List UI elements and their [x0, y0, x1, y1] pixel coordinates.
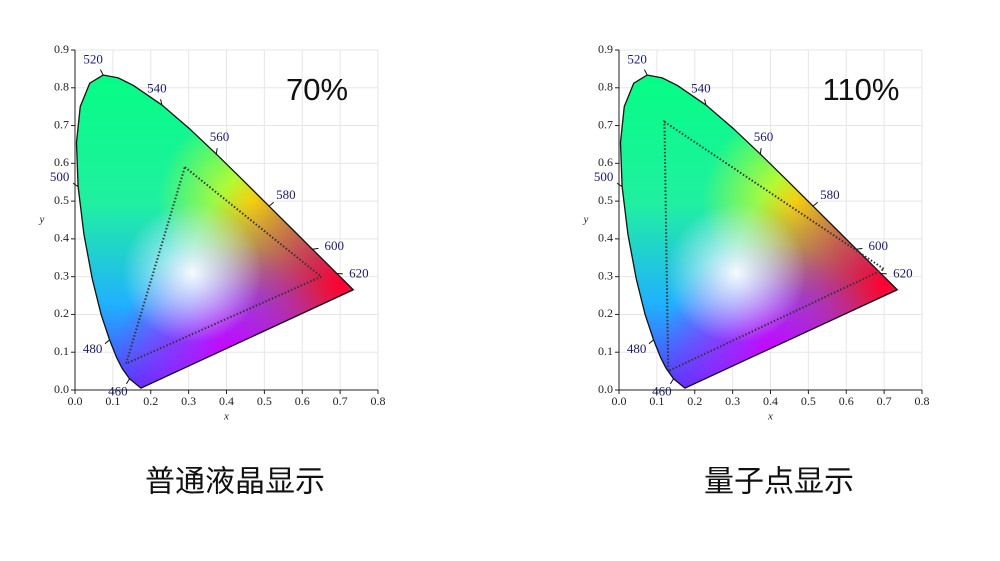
x-tick-label: 0.7: [333, 394, 348, 408]
y-tick-label: 0.5: [54, 193, 69, 207]
y-tick-label: 0.8: [598, 80, 613, 94]
wavelength-label: 620: [893, 265, 913, 280]
y-tick-label: 0.1: [598, 344, 613, 358]
y-tick-label: 0.0: [54, 382, 69, 396]
x-tick-label: 0.5: [801, 394, 816, 408]
y-tick-label: 0.1: [54, 344, 69, 358]
wavelength-tick: [216, 148, 217, 154]
percent-label: 70%: [286, 72, 348, 107]
wavelength-tick: [813, 202, 818, 206]
wavelength-tick: [105, 340, 110, 344]
wavelength-label: 620: [349, 265, 369, 280]
wavelength-tick: [100, 70, 103, 75]
y-tick-label: 0.7: [54, 117, 69, 131]
x-tick-label: 0.4: [763, 394, 778, 408]
caption: 量子点显示: [704, 465, 854, 500]
x-tick-label: 0.1: [649, 394, 664, 408]
color-white: [666, 203, 806, 343]
wavelength-label: 480: [627, 341, 647, 356]
wavelength-label: 600: [325, 238, 345, 253]
wavelength-label: 580: [276, 187, 296, 202]
x-tick-label: 0.6: [839, 394, 854, 408]
caption: 普通液晶显示: [145, 465, 325, 500]
wavelength-label: 520: [627, 52, 647, 67]
wavelength-label: 560: [754, 129, 774, 144]
y-tick-label: 0.6: [54, 155, 69, 169]
x-tick-label: 0.3: [725, 394, 740, 408]
x-tick-label: 0.3: [181, 394, 196, 408]
y-tick-label: 0.9: [54, 42, 69, 56]
wavelength-tick: [644, 70, 647, 75]
y-tick-label: 0.9: [598, 42, 613, 56]
x-tick-label: 0.2: [687, 394, 702, 408]
wavelength-label: 560: [210, 129, 230, 144]
y-tick-label: 0.6: [598, 155, 613, 169]
x-axis-label: x: [223, 411, 229, 423]
y-tick-label: 0.3: [54, 268, 69, 282]
wavelength-label: 600: [869, 238, 889, 253]
wavelength-tick: [617, 183, 622, 186]
y-tick-label: 0.7: [598, 117, 613, 131]
wavelength-label: 500: [594, 169, 614, 184]
wavelength-label: 480: [83, 341, 103, 356]
y-tick-label: 0.3: [598, 268, 613, 282]
x-tick-label: 0.1: [105, 394, 120, 408]
x-tick-label: 0.0: [612, 394, 627, 408]
x-tick-label: 0.7: [877, 394, 892, 408]
wavelength-tick: [73, 183, 78, 186]
y-axis-label: y: [583, 214, 589, 226]
x-tick-label: 0.8: [371, 394, 386, 408]
wavelength-label: 540: [147, 80, 167, 95]
y-tick-label: 0.0: [598, 382, 613, 396]
y-axis-label: y: [39, 214, 45, 226]
x-tick-label: 0.4: [219, 394, 234, 408]
x-axis-label: x: [767, 411, 773, 423]
percent-label: 110%: [823, 72, 900, 107]
y-tick-label: 0.4: [598, 231, 613, 245]
wavelength-tick: [649, 340, 654, 344]
x-tick-label: 0.0: [68, 394, 83, 408]
y-tick-label: 0.8: [54, 80, 69, 94]
wavelength-label: 500: [50, 169, 70, 184]
wavelength-tick: [312, 248, 318, 249]
y-tick-label: 0.4: [54, 231, 69, 245]
y-tick-label: 0.5: [598, 193, 613, 207]
wavelength-tick: [269, 202, 274, 206]
x-tick-label: 0.6: [295, 394, 310, 408]
gamut-colors: [75, 50, 490, 462]
wavelength-label: 540: [691, 80, 711, 95]
color-white: [122, 203, 262, 343]
x-tick-label: 0.5: [257, 394, 272, 408]
x-tick-label: 0.8: [915, 394, 930, 408]
wavelength-tick: [760, 148, 761, 154]
wavelength-tick: [856, 248, 862, 249]
x-tick-label: 0.2: [143, 394, 158, 408]
wavelength-label: 520: [83, 52, 103, 67]
y-tick-label: 0.2: [598, 306, 613, 320]
y-tick-label: 0.2: [54, 306, 69, 320]
wavelength-label: 580: [820, 187, 840, 202]
